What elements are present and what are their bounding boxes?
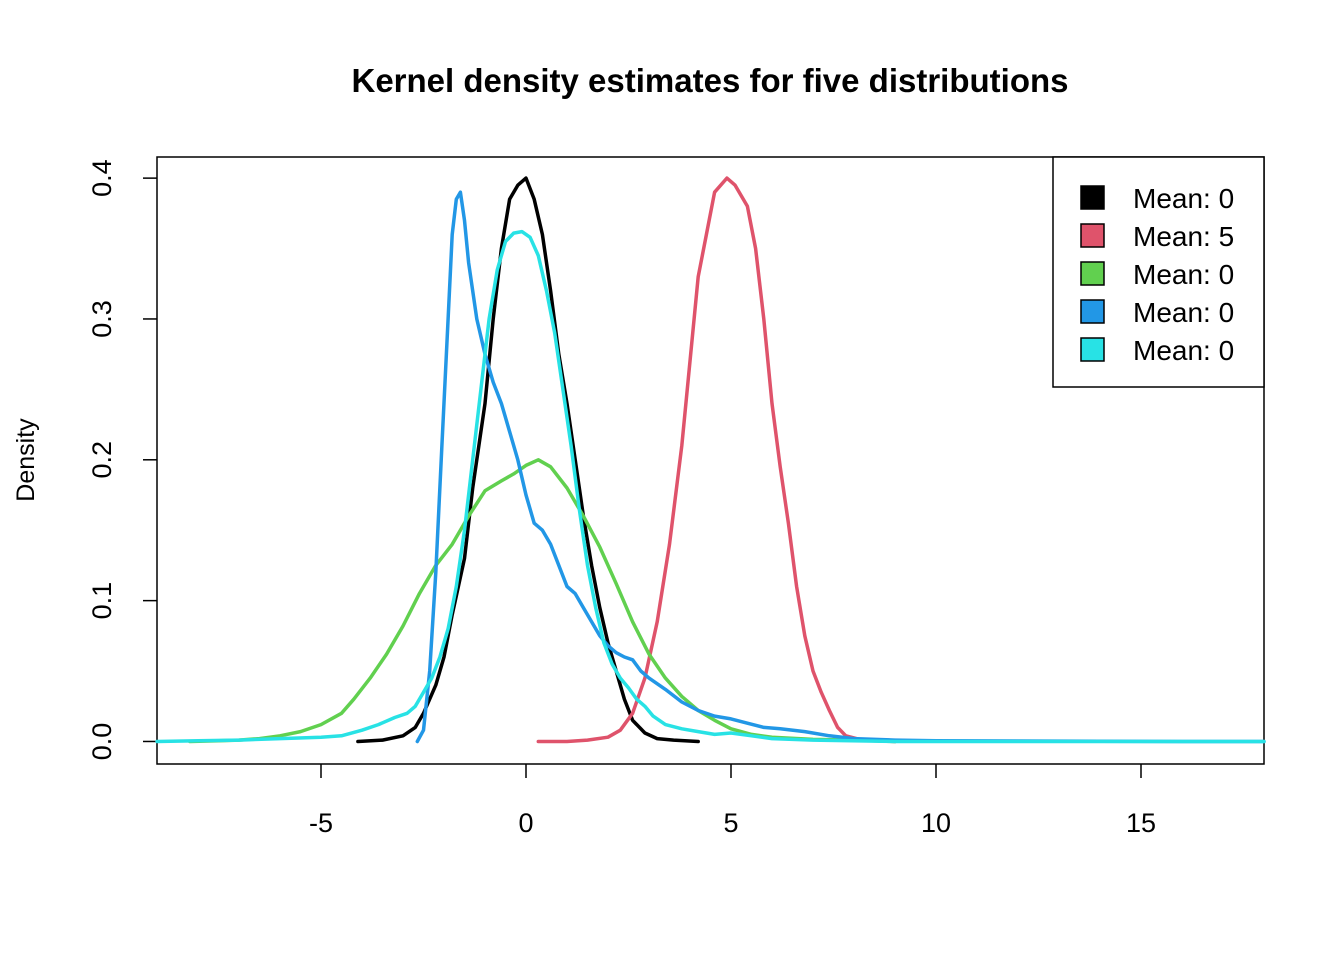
legend-label: Mean: 0	[1133, 297, 1234, 328]
y-tick-label: 0.1	[87, 582, 117, 620]
y-tick-label: 0.3	[87, 300, 117, 338]
density-line-3	[188, 458, 897, 744]
density-line-5	[155, 229, 1266, 744]
density-line-1	[356, 176, 700, 744]
y-axis-label: Density	[12, 418, 40, 502]
x-tick-label: 5	[723, 808, 738, 838]
legend-swatch	[1080, 299, 1105, 324]
legend-swatch	[1080, 261, 1105, 286]
density-line-4	[415, 190, 1266, 744]
x-tick-label: -5	[309, 808, 333, 838]
y-axis: 0.0 0.1 0.2 0.3 0.4	[87, 159, 157, 760]
y-tick-label: 0.4	[87, 159, 117, 197]
chart-title: Kernel density estimates for five distri…	[351, 62, 1068, 99]
legend-label: Mean: 0	[1133, 183, 1234, 214]
series-layer	[155, 176, 1266, 744]
legend-label: Mean: 0	[1133, 335, 1234, 366]
x-tick-label: 0	[518, 808, 533, 838]
y-tick-label: 0.0	[87, 723, 117, 761]
x-tick-label: 15	[1126, 808, 1156, 838]
x-tick-label: 10	[921, 808, 951, 838]
legend-swatch	[1080, 337, 1105, 362]
x-axis: -5 0 5 10 15	[309, 764, 1156, 838]
legend-label: Mean: 0	[1133, 259, 1234, 290]
density-line-2	[536, 176, 897, 744]
y-tick-label: 0.2	[87, 441, 117, 479]
legend-swatch	[1080, 185, 1105, 210]
legend-label: Mean: 5	[1133, 221, 1234, 252]
legend: Mean: 0 Mean: 5 Mean: 0 Mean: 0 Mean: 0	[1052, 156, 1265, 388]
legend-swatch	[1080, 223, 1105, 248]
